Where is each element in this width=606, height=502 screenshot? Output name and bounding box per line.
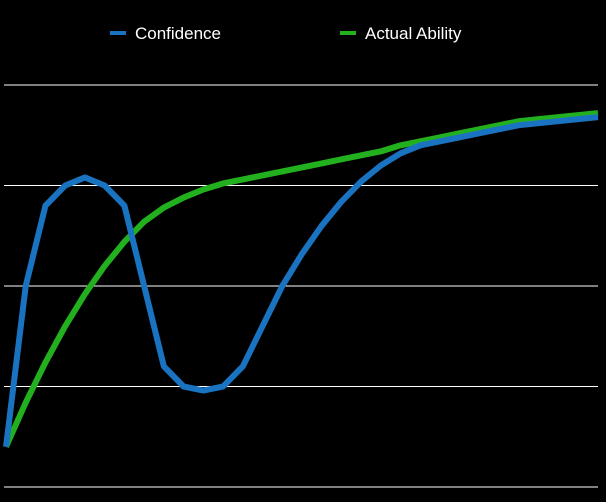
legend-item-confidence: Confidence xyxy=(110,24,221,43)
legend-label: Confidence xyxy=(135,24,221,43)
series-line-actual-ability xyxy=(3,110,599,449)
legend-label: Actual Ability xyxy=(365,24,462,43)
series-layer xyxy=(3,110,599,449)
legend: Confidence Actual Ability xyxy=(110,24,462,43)
legend-item-actual-ability: Actual Ability xyxy=(340,24,462,43)
series-line-confidence xyxy=(3,114,599,448)
